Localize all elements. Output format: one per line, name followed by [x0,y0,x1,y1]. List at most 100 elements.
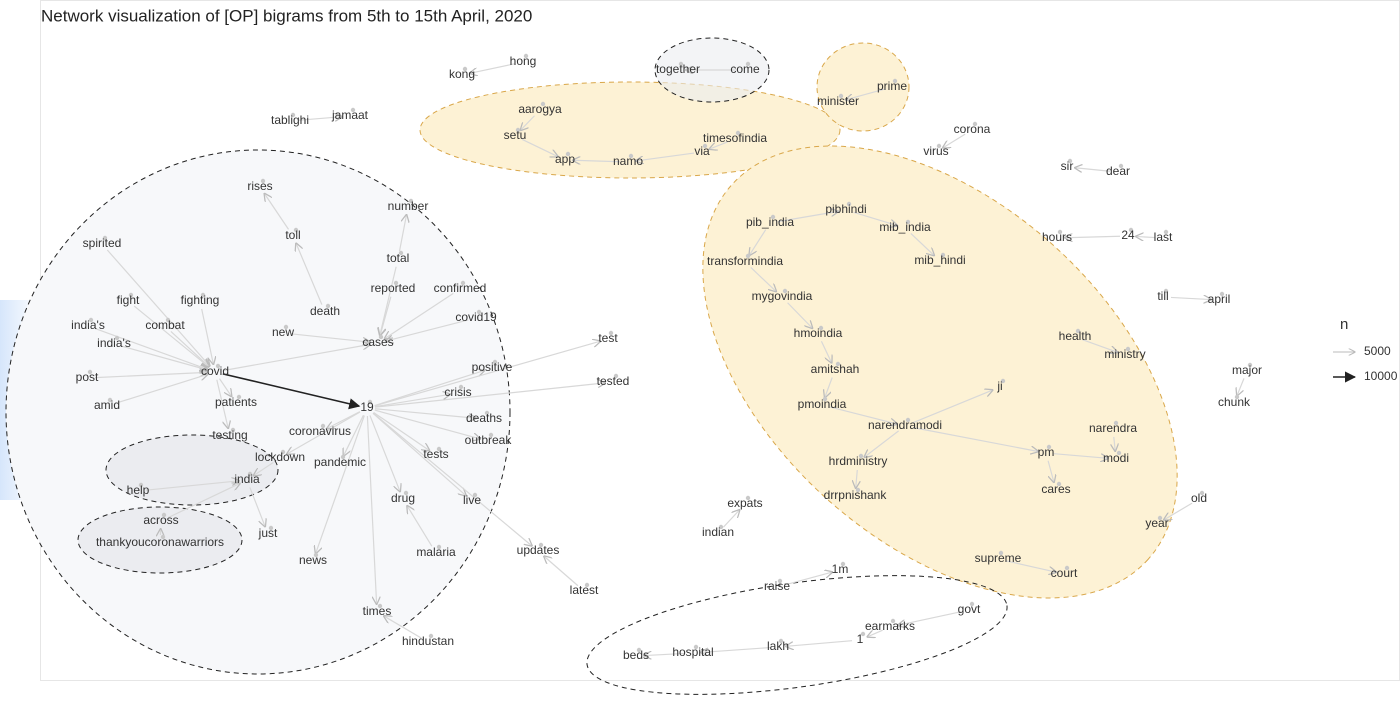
node-label: court [1051,566,1078,580]
node-label: amid [94,398,120,412]
node-dot [247,471,253,477]
node-dot [472,492,478,498]
node-dot [325,303,331,309]
node-label: coronavirus [289,424,351,438]
edge [222,344,370,372]
node-dot [1125,346,1131,352]
node-label: narendra [1089,421,1137,435]
node-dot [1056,481,1062,487]
node-label: new [272,325,294,339]
node-label: ji [996,379,1002,393]
node-label: mib_india [879,220,931,234]
node-dot [1199,490,1205,496]
node-label: app [555,152,575,166]
node-dot [905,417,911,423]
node-label: kong [449,67,475,81]
edge [829,406,897,424]
edge [846,88,885,100]
node-dot [88,317,94,323]
node-label: mygovindia [752,289,813,303]
edge [867,629,883,637]
node-label: beds [623,648,649,662]
edge [777,211,838,223]
node-label: positive [472,360,513,374]
edge [167,483,240,519]
node-label: fight [117,293,140,307]
edge [369,415,400,491]
edge [398,215,407,252]
node-dot [290,112,296,118]
edge [218,378,231,397]
edge [853,211,898,225]
node-dot [770,214,776,220]
node-dot [236,394,242,400]
edge [290,333,370,342]
edge [856,469,858,488]
node-label: india [234,472,260,486]
edge [784,572,833,586]
node-dot [1113,420,1119,426]
node-label: major [1232,363,1262,377]
node-label: post [76,370,99,384]
edge [254,461,274,475]
cluster [816,42,910,132]
node-dot [846,201,852,207]
node-dot [138,482,144,488]
node-label: drug [391,491,415,505]
edge [912,426,1038,452]
node-dot [693,644,699,650]
node-dot [492,359,498,365]
edge [372,412,466,495]
node-label: jamaat [331,108,369,122]
node-dot [840,561,846,567]
edge [373,412,430,451]
node-dot [778,638,784,644]
edge [264,194,290,230]
node-dot [835,361,841,367]
node-dot [488,432,494,438]
node-label: outbreak [465,433,513,447]
node-label: combat [145,318,185,332]
node-dot [1046,444,1052,450]
edge [287,411,361,454]
edge [521,115,535,130]
node-dot [890,618,896,624]
node-label: virus [923,144,948,158]
node-label: pm [1038,445,1055,459]
legend-title: n [1340,316,1348,333]
nodes: kong hong together come prime minister tabligh… [71,53,1262,662]
node-dot [350,107,356,113]
node-label: cases [362,335,393,349]
node-dot [735,130,741,136]
edge [327,411,361,429]
node-label: corona [954,122,991,136]
node-label: lockdown [255,450,305,464]
edge [1005,560,1056,572]
edge [910,233,934,255]
node-label: via [694,144,710,158]
cluster [586,575,1008,695]
node-dot [613,373,619,379]
node-dot [367,399,373,405]
edge [145,481,239,491]
edge [786,640,853,647]
edge [374,408,476,419]
node-label: cares [1041,482,1070,496]
node-dot [1116,450,1122,456]
edge [701,646,771,653]
node-label: malaria [416,545,456,559]
node-dot [1118,163,1124,169]
edge [709,141,728,149]
node-label: crisis [444,385,471,399]
node-dot [584,582,590,588]
edge [380,266,397,335]
clusters [5,37,1178,695]
edge [94,372,207,379]
node-dot [565,151,571,157]
node-label: april [1208,292,1231,306]
node-label: raise [764,579,790,593]
node-label: pibhindi [825,202,866,216]
node-dot [1234,394,1240,400]
edge [121,345,208,370]
edge [249,487,265,526]
